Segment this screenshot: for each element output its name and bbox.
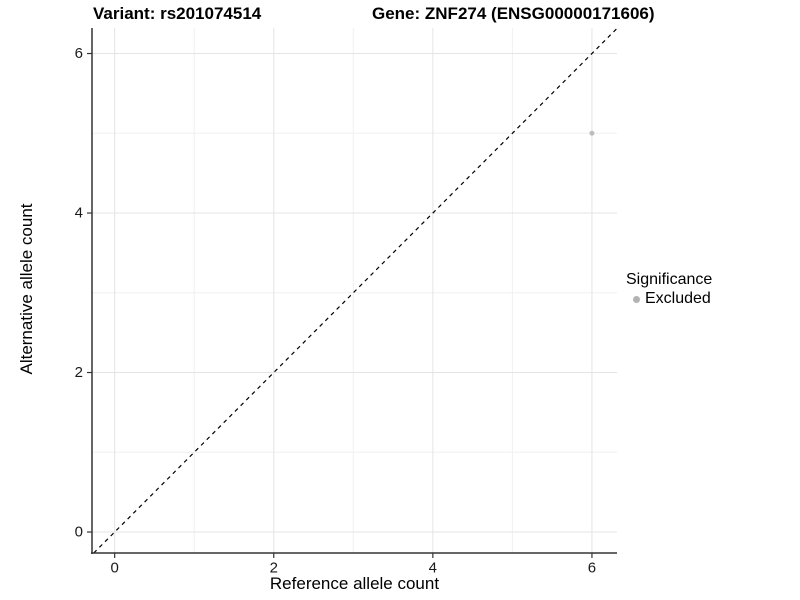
x-tick-label: 6 — [588, 559, 596, 576]
x-tick-label: 2 — [270, 559, 278, 576]
data-point — [589, 130, 595, 136]
x-axis-title: Reference allele count — [269, 574, 440, 593]
identity-line — [93, 27, 618, 554]
variant-title: Variant: rs201074514 — [93, 4, 262, 23]
y-tick-label: 6 — [75, 45, 83, 62]
gene-title: Gene: ZNF274 (ENSG00000171606) — [372, 4, 655, 23]
legend-item-label: Excluded — [645, 290, 711, 307]
legend: Significance Excluded — [626, 271, 712, 308]
y-tick-label: 0 — [75, 524, 83, 541]
x-tick-label: 4 — [429, 559, 437, 576]
y-tick-label: 2 — [75, 364, 83, 381]
x-tick-label: 0 — [110, 559, 118, 576]
y-tick-label: 4 — [75, 205, 83, 222]
legend-title: Significance — [626, 271, 713, 288]
excluded-point-icon — [633, 295, 640, 303]
legend-item-excluded: Excluded — [626, 290, 712, 308]
y-axis-title: Alternative allele count — [17, 203, 36, 375]
